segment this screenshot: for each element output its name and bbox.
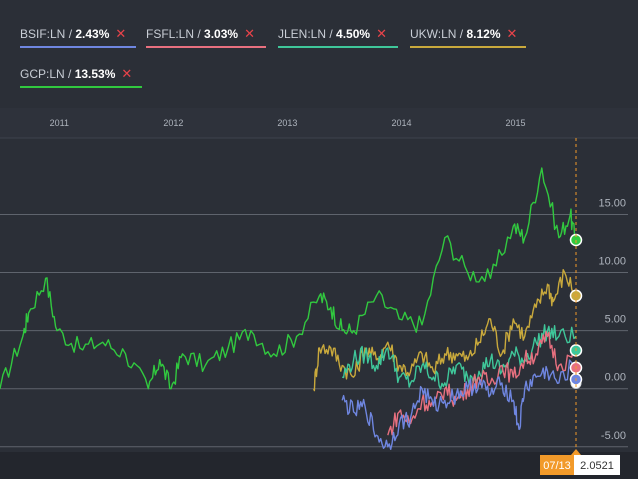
legend-color-line: [146, 46, 266, 48]
legend-color-line: [410, 46, 526, 48]
series-markers: [569, 233, 583, 389]
remove-series-icon[interactable]: ✕: [115, 26, 127, 41]
y-tick-label: 15.00: [598, 197, 626, 209]
legend-value: 3.03%: [204, 27, 239, 41]
remove-series-icon[interactable]: ✕: [376, 26, 387, 41]
y-tick-label: 5.00: [605, 314, 626, 326]
y-grid: -5.00 0.00 5.00 10.00 15.00: [0, 197, 628, 448]
legend-ticker: GCP:LN: [20, 67, 65, 81]
legend-item-gcp: GCP:LN / 13.53% ✕: [20, 66, 142, 88]
series-line-fsfl: [387, 331, 577, 436]
x-axis-band: [0, 108, 638, 138]
crosshair-value-box: [574, 455, 620, 475]
legend-separator: /: [194, 27, 205, 41]
crosshair-date: 07/13: [543, 460, 571, 472]
crosshair-date-box: [540, 455, 574, 475]
series-line-jlen: [342, 324, 577, 390]
legend-item-jlen: JLEN:LN / 4.50% ✕: [278, 26, 398, 48]
x-tick-label-2013: 2013: [277, 118, 297, 128]
crosshair: 07/13 2.0521: [540, 138, 620, 475]
bottom-band: [0, 452, 638, 479]
series-lines: [0, 167, 577, 450]
legend-separator: /: [65, 27, 76, 41]
legend-value: 2.43%: [75, 27, 110, 41]
y-tick-label: 0.00: [605, 372, 626, 384]
legend-separator: /: [64, 67, 75, 81]
remove-series-icon[interactable]: ✕: [506, 26, 518, 41]
legend-value: 4.50%: [336, 27, 371, 41]
y-tick-label: 10.00: [598, 256, 626, 268]
x-tick-label-2014: 2014: [391, 118, 411, 128]
legend-color-line: [20, 46, 136, 48]
legend-item-bsif: BSIF:LN / 2.43% ✕: [20, 26, 136, 48]
legend-separator: /: [326, 27, 337, 41]
remove-series-icon[interactable]: ✕: [121, 66, 133, 81]
legend-ticker: FSFL:LN: [146, 27, 195, 41]
remove-series-icon[interactable]: ✕: [244, 26, 255, 41]
x-axis: 2011 2012 2013 2014 2015: [0, 108, 638, 479]
x-tick-label-2011: 2011: [50, 118, 69, 128]
legend-separator: /: [456, 27, 467, 41]
legend-item-fsfl: FSFL:LN / 3.03% ✕: [146, 26, 266, 48]
series-line-gcp: [0, 167, 577, 390]
legend-ticker: JLEN:LN: [278, 27, 327, 41]
y-tick-label: -5.00: [601, 430, 626, 442]
x-tick-label-2015: 2015: [506, 118, 526, 128]
legend-ticker: BSIF:LN: [20, 27, 66, 41]
legend-ticker: UKW:LN: [410, 27, 457, 41]
legend-color-line: [20, 86, 142, 88]
crosshair-pointer: [571, 449, 581, 455]
x-tick-label-2012: 2012: [163, 118, 183, 128]
series-line-ukw: [313, 269, 577, 392]
legend-item-ukw: UKW:LN / 8.12% ✕: [410, 26, 526, 48]
series-line-bsif: [341, 359, 577, 450]
legend-value: 13.53%: [74, 67, 116, 81]
legend-color-line: [278, 46, 398, 48]
crosshair-value: 2.0521: [580, 460, 614, 472]
legend-value: 8.12%: [466, 27, 501, 41]
